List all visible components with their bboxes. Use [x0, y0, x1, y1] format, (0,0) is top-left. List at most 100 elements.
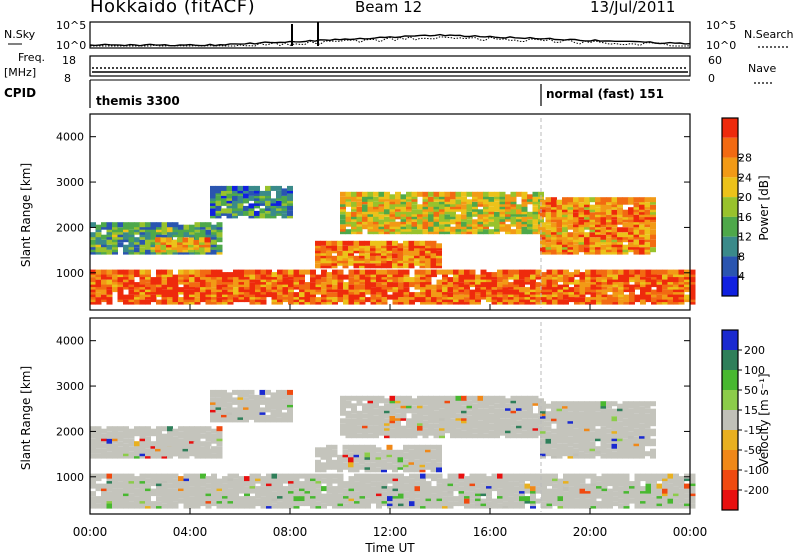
power-cell — [161, 279, 168, 285]
velocity-cell — [519, 496, 525, 502]
velocity-cell — [477, 395, 484, 401]
power-cell — [430, 240, 437, 246]
power-colorbar-tick-label: 24 — [738, 171, 752, 184]
velocity-cell — [568, 486, 575, 492]
power-cell — [477, 191, 484, 197]
velocity-cell — [403, 491, 410, 497]
power-cell — [483, 229, 489, 235]
power-cell — [530, 269, 536, 275]
velocity-cell — [172, 488, 179, 494]
velocity-cell — [238, 496, 245, 502]
velocity-cell — [562, 443, 568, 449]
velocity-cell — [417, 430, 423, 436]
velocity-cell — [447, 496, 454, 502]
velocity-cell — [117, 488, 124, 494]
power-cell — [673, 269, 679, 275]
velocity-cell — [145, 473, 151, 479]
power-cell — [639, 247, 645, 253]
velocity-cell — [417, 395, 423, 401]
power-cell — [384, 224, 390, 230]
velocity-cell — [403, 498, 410, 504]
power-cell — [287, 185, 293, 191]
velocity-cell — [365, 473, 371, 479]
velocity-cell — [491, 473, 498, 479]
power-cell — [527, 219, 533, 225]
velocity-cell — [271, 473, 278, 479]
power-cell — [494, 201, 500, 207]
velocity-cell — [595, 428, 601, 434]
power-cell — [530, 274, 536, 280]
power-cell — [310, 277, 316, 283]
power-cell — [403, 287, 410, 293]
velocity-cell — [167, 473, 173, 479]
power-cell — [340, 224, 346, 230]
velocity-cell — [422, 415, 429, 421]
power-cell — [277, 269, 283, 275]
velocity-cell — [589, 441, 596, 447]
velocity-cell — [90, 473, 96, 479]
power-cell — [384, 191, 390, 197]
velocity-cell — [384, 418, 390, 424]
power-colorbar-swatch — [722, 118, 738, 138]
power-cell — [656, 284, 663, 290]
power-cell — [337, 245, 343, 251]
velocity-cell — [436, 478, 443, 484]
power-cell — [293, 292, 300, 298]
power-cell — [557, 284, 564, 290]
velocity-cell — [513, 493, 520, 499]
velocity-cell — [450, 418, 456, 424]
power-cell — [458, 282, 465, 288]
power-cell — [354, 269, 360, 275]
power-cell — [444, 191, 451, 197]
power-cell — [488, 221, 495, 227]
velocity-cell — [315, 473, 322, 479]
power-cell — [150, 222, 157, 228]
velocity-cell — [400, 395, 407, 401]
power-cell — [178, 224, 184, 230]
velocity-cell — [472, 403, 478, 409]
power-cell — [606, 209, 612, 215]
velocity-cell — [106, 426, 113, 432]
velocity-cell — [340, 395, 346, 401]
power-cell — [392, 240, 398, 246]
power-cell — [351, 211, 357, 217]
velocity-cell — [233, 473, 239, 479]
velocity-cell — [117, 426, 124, 432]
power-cell — [167, 222, 173, 228]
power-cell — [161, 289, 168, 295]
power-cell — [183, 269, 190, 275]
power-cell — [573, 232, 579, 238]
velocity-cell — [540, 438, 546, 444]
power-cell — [403, 248, 409, 254]
power-cell — [337, 250, 343, 256]
velocity-cell — [667, 483, 674, 489]
power-cell — [477, 209, 484, 215]
power-cell — [589, 232, 596, 238]
velocity-cell — [356, 395, 363, 401]
power-cell — [567, 197, 574, 203]
velocity-cell — [95, 473, 102, 479]
power-cell — [386, 240, 393, 246]
power-cell — [232, 185, 238, 191]
power-cell — [90, 269, 96, 275]
velocity-cell — [516, 428, 522, 434]
power-cell — [101, 279, 107, 285]
velocity-cell — [381, 496, 388, 502]
velocity-cell — [458, 481, 465, 487]
velocity-cell — [584, 453, 590, 459]
power-cell — [447, 282, 454, 288]
velocity-cell — [326, 486, 333, 492]
power-cell — [589, 237, 596, 243]
power-cell — [112, 274, 118, 280]
power-cell — [516, 229, 522, 235]
power-cell — [156, 299, 162, 305]
velocity-cell — [546, 488, 553, 494]
power-cell — [145, 249, 151, 255]
velocity-cell — [227, 488, 234, 494]
velocity-cell — [193, 441, 200, 447]
power-cell — [629, 284, 635, 290]
velocity-cell — [428, 423, 434, 429]
power-colorbar-tick-label: 20 — [738, 191, 752, 204]
power-cell — [200, 229, 206, 235]
velocity-cell — [689, 473, 696, 479]
